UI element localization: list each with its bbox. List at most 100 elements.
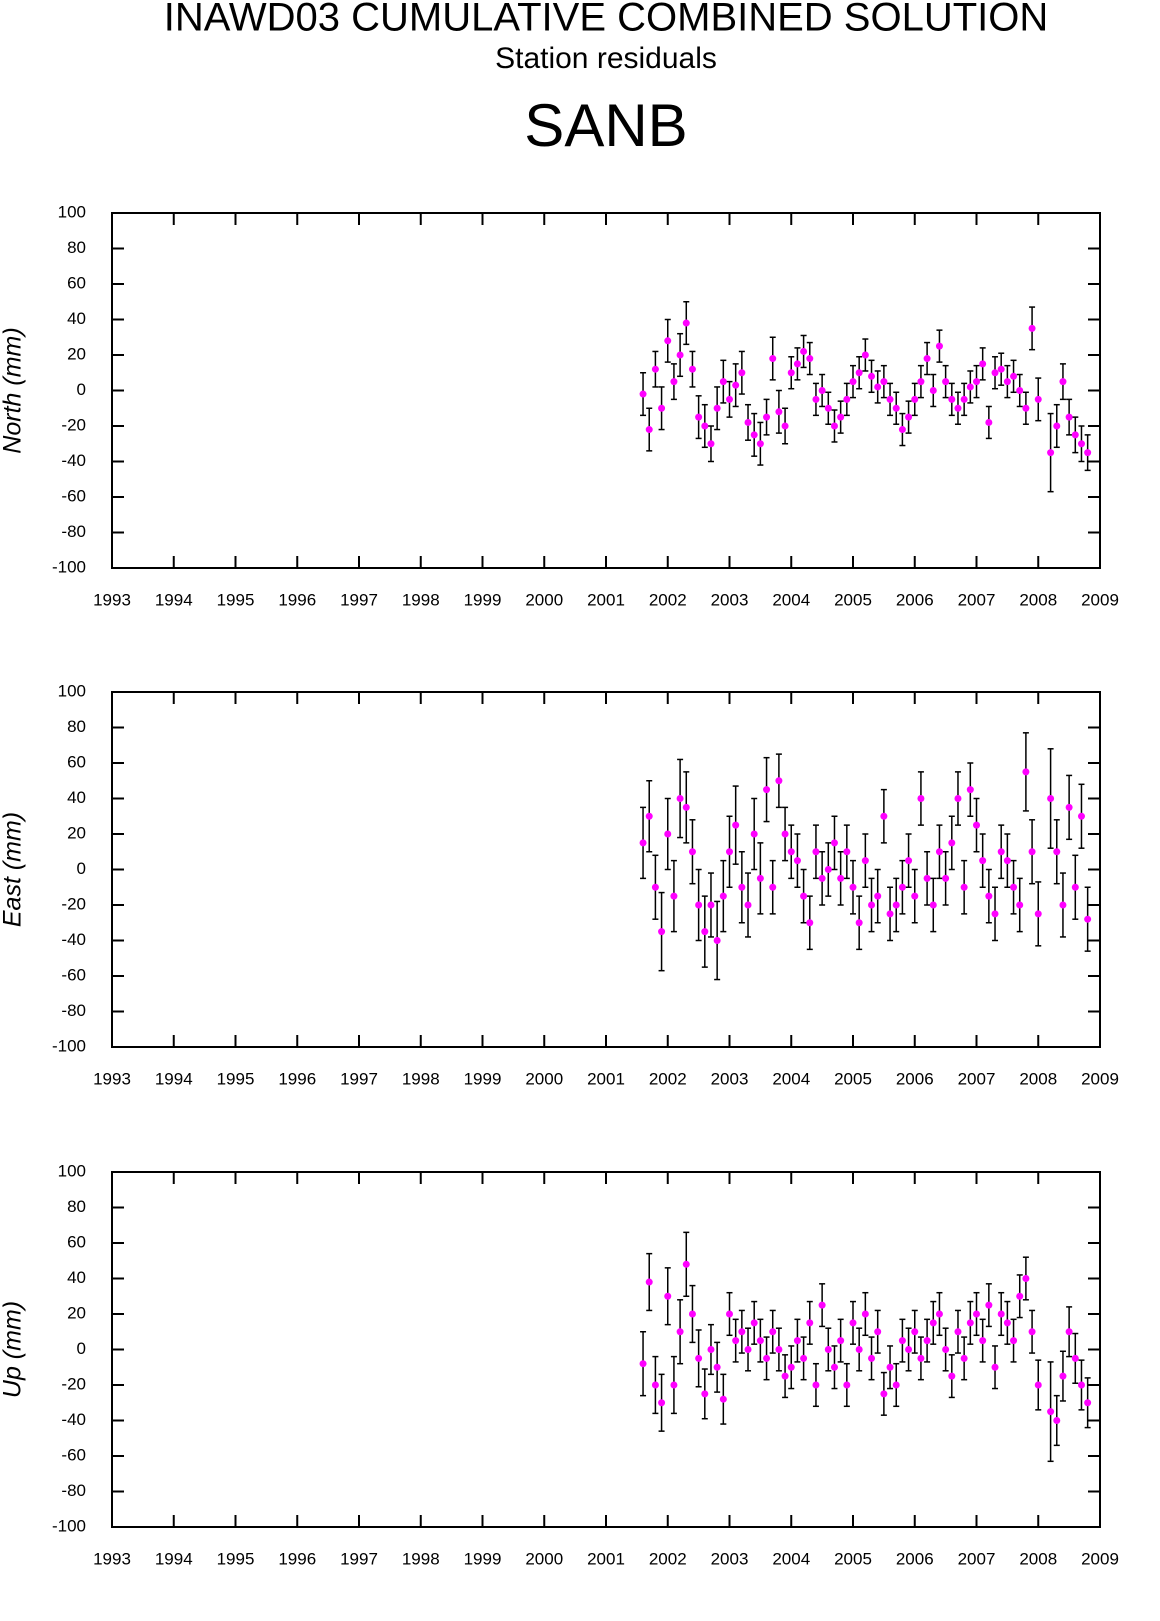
- y-tick-label: 100: [58, 1161, 86, 1180]
- point: [639, 1360, 647, 1368]
- point: [701, 928, 709, 936]
- point: [682, 1260, 690, 1268]
- x-tick-label: 2003: [711, 590, 749, 609]
- point: [670, 1381, 678, 1389]
- x-tick-label: 2009: [1081, 1549, 1119, 1568]
- point: [793, 1337, 801, 1345]
- point: [830, 1363, 838, 1371]
- point: [1071, 883, 1079, 891]
- point: [676, 795, 684, 802]
- point: [719, 1395, 727, 1403]
- point: [849, 883, 857, 891]
- point: [1059, 901, 1067, 909]
- point: [892, 901, 900, 909]
- point: [985, 892, 993, 900]
- point: [929, 1319, 937, 1327]
- x-tick-label: 1996: [278, 1549, 316, 1568]
- point: [905, 413, 913, 421]
- point: [1047, 795, 1055, 802]
- point: [707, 901, 715, 909]
- x-tick-label: 2008: [1019, 1069, 1057, 1088]
- point: [874, 1328, 882, 1336]
- point: [843, 395, 851, 403]
- y-tick-label: -40: [61, 930, 86, 949]
- x-tick-label: 1995: [217, 590, 255, 609]
- point: [639, 390, 647, 398]
- point: [966, 1319, 974, 1327]
- point: [830, 839, 838, 847]
- point: [824, 404, 832, 412]
- y-axis-label: East (mm): [0, 812, 27, 927]
- x-tick-label: 1993: [93, 590, 131, 609]
- point: [948, 395, 956, 403]
- y-tick-label: 0: [77, 380, 86, 399]
- point: [849, 378, 857, 386]
- point: [688, 365, 696, 373]
- point: [1065, 1328, 1073, 1336]
- point: [1077, 440, 1085, 448]
- point: [645, 1278, 653, 1286]
- y-tick-label: -60: [61, 965, 86, 984]
- point: [1071, 431, 1079, 439]
- point: [769, 1328, 777, 1336]
- point: [1034, 1381, 1042, 1389]
- point: [874, 892, 882, 900]
- point: [1084, 915, 1092, 923]
- point: [812, 1381, 820, 1389]
- point: [1084, 1399, 1092, 1407]
- y-tick-label: 100: [58, 681, 86, 700]
- point: [985, 1301, 993, 1309]
- point: [1053, 422, 1061, 430]
- point: [707, 440, 715, 448]
- x-tick-label: 1998: [402, 1549, 440, 1568]
- y-tick-label: 20: [67, 823, 86, 842]
- point: [929, 901, 937, 909]
- point: [960, 395, 968, 403]
- point: [695, 1354, 703, 1362]
- point: [985, 418, 993, 426]
- title: INAWD03 CUMULATIVE COMBINED SOLUTION: [164, 0, 1049, 40]
- x-tick-label: 2007: [958, 1069, 996, 1088]
- point: [800, 1354, 808, 1362]
- x-tick-label: 2003: [711, 1069, 749, 1088]
- point: [1003, 857, 1011, 865]
- point: [726, 1310, 733, 1318]
- point: [707, 1346, 715, 1353]
- point: [979, 1337, 987, 1345]
- point: [744, 901, 752, 909]
- x-tick-label: 2001: [587, 1069, 625, 1088]
- y-tick-label: -80: [61, 522, 86, 541]
- x-tick-label: 2001: [587, 590, 625, 609]
- point: [911, 892, 919, 900]
- point: [991, 1363, 999, 1371]
- y-tick-label: -20: [61, 894, 86, 913]
- point: [645, 812, 653, 820]
- x-tick-label: 2007: [958, 590, 996, 609]
- point: [806, 919, 814, 927]
- point: [966, 786, 974, 794]
- point: [966, 383, 974, 391]
- point: [664, 830, 672, 838]
- point: [905, 1346, 913, 1353]
- point: [923, 874, 931, 882]
- point: [1022, 768, 1030, 776]
- point: [818, 387, 826, 394]
- panel: -100 -80 -60 -40 -20 0 20 40 60 80 100 1993 1994 1995…: [0, 202, 1119, 609]
- point: [787, 848, 795, 856]
- y-tick-label: 40: [67, 1268, 86, 1287]
- point: [1016, 1292, 1024, 1300]
- point: [855, 1346, 863, 1353]
- point: [935, 848, 943, 856]
- point: [917, 1354, 925, 1362]
- y-tick-label: 80: [67, 717, 86, 736]
- point: [688, 848, 696, 856]
- y-tick-label: 20: [67, 1303, 86, 1322]
- y-tick-label: 40: [67, 788, 86, 807]
- point: [658, 1399, 666, 1407]
- point: [676, 351, 684, 359]
- point: [812, 395, 820, 403]
- x-tick-label: 1994: [155, 1069, 193, 1088]
- point: [830, 422, 838, 430]
- point: [1028, 324, 1036, 332]
- point: [855, 919, 863, 927]
